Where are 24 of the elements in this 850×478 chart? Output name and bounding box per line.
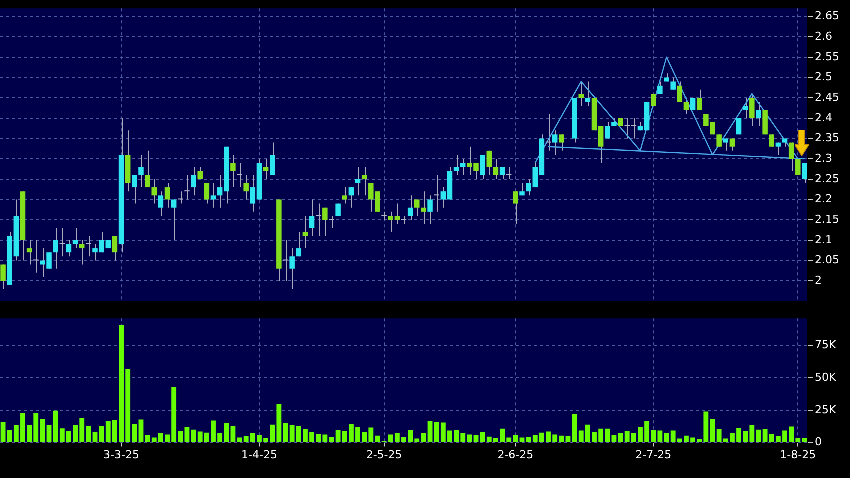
y-tick-label: 2.15 bbox=[815, 212, 840, 226]
y-tick-label: 2.65 bbox=[815, 10, 840, 23]
y-tick-label: 2.25 bbox=[815, 172, 840, 186]
y-tick-label: 50K bbox=[815, 370, 837, 384]
x-tick-label: 1-8-25 bbox=[780, 448, 816, 462]
y-tick-label: 2.1 bbox=[815, 233, 832, 246]
y-tick-label: 25K bbox=[815, 403, 837, 416]
y-tick-label: 2.35 bbox=[815, 132, 840, 145]
y-tick-label: 2.6 bbox=[815, 30, 832, 43]
x-tick-label: 2-7-25 bbox=[636, 448, 672, 462]
x-tick-label: 1-4-25 bbox=[242, 448, 278, 462]
y-tick-label: 2.05 bbox=[815, 254, 840, 267]
y-tick-label: 2.55 bbox=[815, 50, 840, 64]
y-tick-label: 75K bbox=[815, 338, 837, 352]
y-tick-label: 2 bbox=[815, 274, 822, 287]
y-tick-label: 2.3 bbox=[815, 152, 832, 165]
x-tick-label: 2-5-25 bbox=[366, 448, 402, 462]
x-tick-label: 2-6-25 bbox=[498, 448, 534, 462]
y-tick-label: 2.4 bbox=[815, 111, 832, 124]
x-tick-label: 3-3-25 bbox=[104, 448, 140, 462]
y-tick-label: 2.45 bbox=[815, 90, 840, 104]
y-tick-label: 0 bbox=[815, 436, 822, 449]
y-tick-label: 2.2 bbox=[815, 192, 832, 206]
y-tick-label: 2.5 bbox=[815, 70, 832, 84]
